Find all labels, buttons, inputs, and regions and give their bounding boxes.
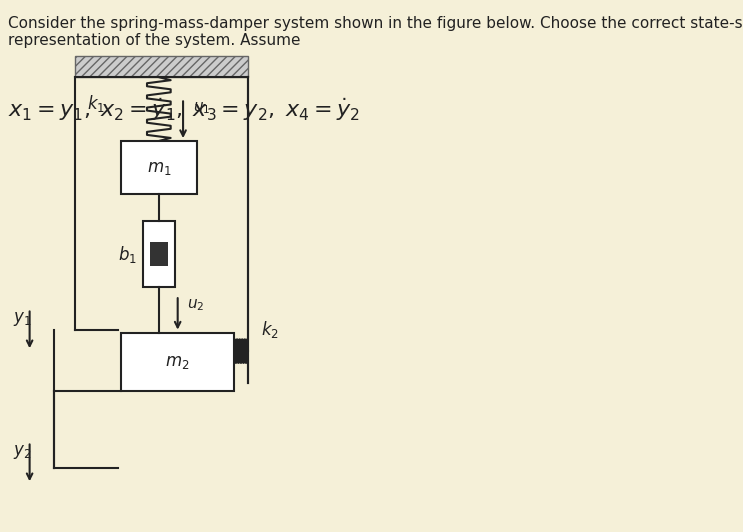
Bar [121, 141, 197, 194]
Text: $m_1$: $m_1$ [146, 159, 171, 177]
Bar [75, 56, 247, 77]
Text: $k_2$: $k_2$ [261, 319, 279, 340]
Bar [143, 221, 175, 287]
Text: Consider the spring-mass-damper system shown in the figure below. Choose the cor: Consider the spring-mass-damper system s… [8, 16, 743, 48]
Text: $u_2$: $u_2$ [187, 297, 205, 313]
Text: $b_1$: $b_1$ [118, 244, 137, 264]
Text: $k_1$: $k_1$ [87, 93, 105, 114]
Bar [150, 242, 168, 266]
Text: $u_1$: $u_1$ [192, 101, 210, 117]
Text: $y_1$: $y_1$ [13, 310, 32, 328]
Text: $m_2$: $m_2$ [166, 353, 190, 371]
Text: $y_2$: $y_2$ [13, 443, 32, 461]
Bar [121, 332, 234, 391]
Text: $x_1 = y_1,\; x_2 = \dot{y}_1,\; x_3 = y_2,\; x_4 = \dot{y}_2$: $x_1 = y_1,\; x_2 = \dot{y}_1,\; x_3 = y… [8, 96, 360, 123]
